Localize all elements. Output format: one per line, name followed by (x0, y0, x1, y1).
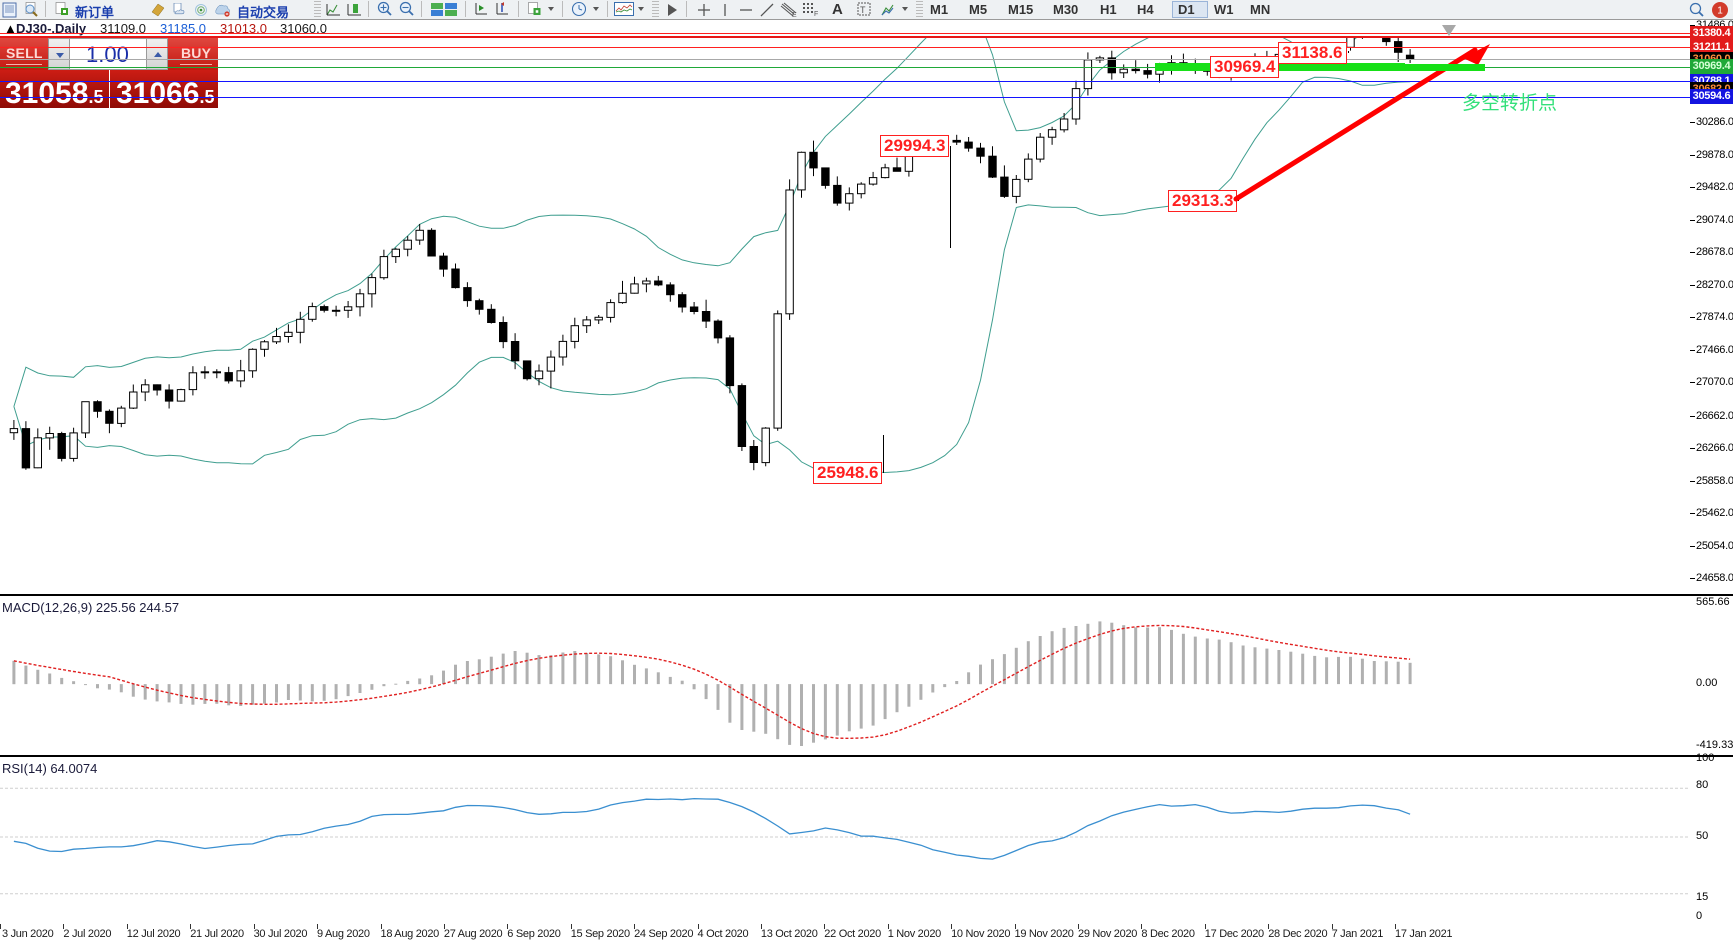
svg-text:F: F (814, 11, 818, 17)
svg-text:T: T (860, 5, 866, 15)
svg-text:E: E (792, 12, 797, 18)
svg-text:1: 1 (1717, 6, 1723, 17)
